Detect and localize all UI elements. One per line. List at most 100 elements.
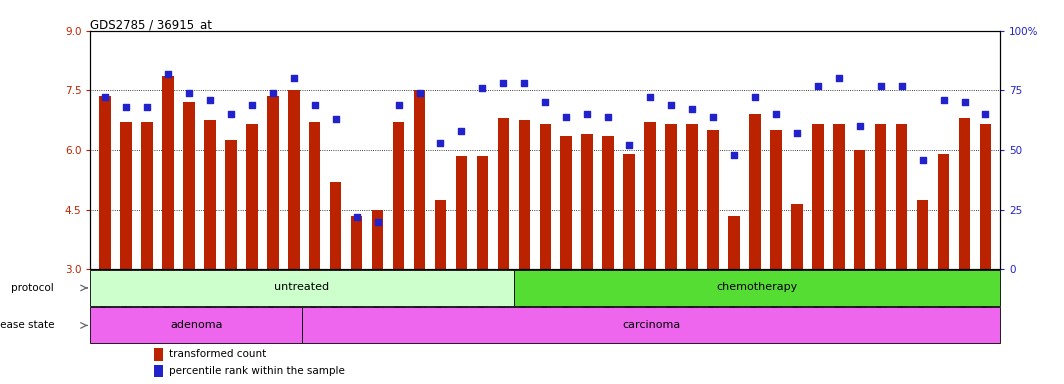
Point (181, 89, 198, 96)
Bar (539, 124, 551, 269)
Bar (561, 136, 572, 269)
Text: adenoma: adenoma (170, 320, 222, 330)
Point (747, 94, 764, 101)
Bar (351, 215, 363, 269)
Bar (514, 270, 1000, 306)
Text: percentile rank within the sample: percentile rank within the sample (169, 366, 345, 376)
Bar (477, 156, 488, 269)
Bar (330, 182, 342, 269)
Bar (288, 90, 300, 269)
Bar (120, 122, 132, 269)
Bar (959, 118, 970, 269)
Point (117, 104, 134, 110)
Point (536, 99, 553, 105)
Point (369, 218, 386, 225)
Bar (90, 308, 302, 343)
Point (935, 97, 952, 103)
Point (473, 85, 491, 91)
Bar (896, 124, 908, 269)
Bar (246, 124, 257, 269)
Point (663, 102, 680, 108)
Point (893, 83, 910, 89)
Point (244, 102, 261, 108)
Text: GDS2785 / 36915_at: GDS2785 / 36915_at (90, 18, 213, 31)
Point (516, 80, 533, 86)
Bar (267, 96, 279, 269)
Point (97, 94, 114, 101)
Point (201, 97, 218, 103)
Bar (393, 122, 404, 269)
Point (683, 106, 700, 113)
Bar (833, 124, 845, 269)
Bar (728, 215, 739, 269)
Bar (812, 124, 824, 269)
Bar (142, 122, 153, 269)
Bar (602, 136, 614, 269)
Bar (309, 122, 320, 269)
Bar (854, 150, 865, 269)
Text: disease state: disease state (0, 320, 54, 330)
Bar (183, 102, 195, 269)
Bar (154, 365, 163, 377)
Bar (917, 200, 929, 269)
Bar (99, 96, 111, 269)
Bar (875, 124, 886, 269)
Bar (770, 130, 782, 269)
Point (914, 156, 931, 162)
Point (222, 111, 239, 117)
Point (138, 104, 155, 110)
Bar (665, 124, 677, 269)
Point (726, 152, 743, 158)
Point (704, 114, 721, 120)
Point (558, 114, 575, 120)
Bar (371, 210, 383, 269)
Bar (204, 120, 216, 269)
Text: untreated: untreated (275, 282, 330, 292)
Bar (518, 120, 530, 269)
Point (788, 130, 805, 136)
Point (306, 102, 323, 108)
Point (851, 123, 868, 129)
Bar (90, 270, 514, 306)
Bar (980, 124, 992, 269)
Point (453, 128, 470, 134)
Bar (498, 118, 510, 269)
Text: carcinoma: carcinoma (622, 320, 680, 330)
Bar (708, 130, 719, 269)
Point (600, 114, 617, 120)
Point (411, 89, 428, 96)
Point (495, 80, 512, 86)
Bar (791, 204, 802, 269)
Bar (581, 134, 593, 269)
Text: chemotherapy: chemotherapy (716, 282, 798, 292)
Point (432, 140, 449, 146)
Point (642, 94, 659, 101)
Text: transformed count: transformed count (169, 349, 266, 359)
Point (285, 75, 302, 81)
Point (390, 102, 408, 108)
Point (264, 89, 281, 96)
Point (957, 99, 974, 105)
Bar (749, 114, 761, 269)
Bar (414, 90, 426, 269)
Point (872, 83, 890, 89)
Bar (154, 348, 163, 361)
Point (767, 111, 784, 117)
Bar (937, 154, 949, 269)
Point (977, 111, 994, 117)
Point (160, 71, 177, 77)
Point (810, 83, 827, 89)
Bar (686, 124, 698, 269)
Bar (162, 76, 173, 269)
Point (620, 142, 637, 148)
Point (830, 75, 847, 81)
Bar (455, 156, 467, 269)
Point (348, 214, 365, 220)
Bar (624, 154, 635, 269)
Text: protocol: protocol (12, 283, 54, 293)
Point (327, 116, 344, 122)
Bar (302, 308, 1000, 343)
Point (579, 111, 596, 117)
Bar (645, 122, 655, 269)
Bar (226, 140, 236, 269)
